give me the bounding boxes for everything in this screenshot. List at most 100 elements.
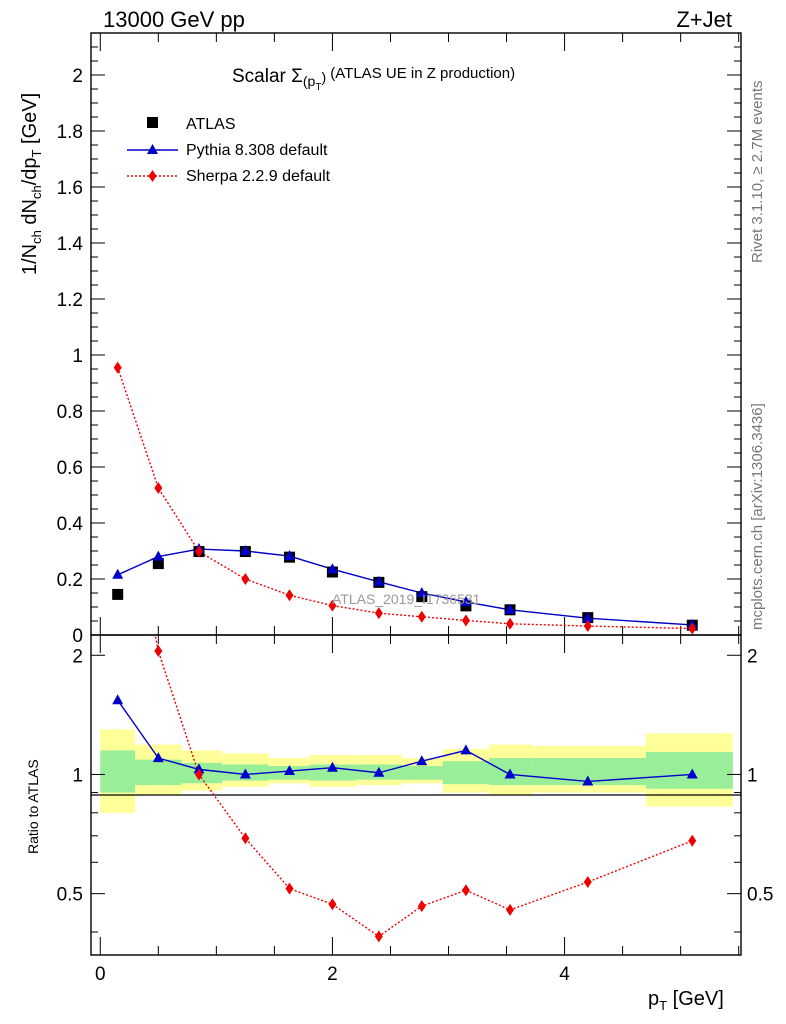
ratio-y-axis-label: Ratio to ATLAS [25,759,41,854]
data-point-sherpa [154,482,163,494]
x-tick-label: 2 [327,964,338,985]
ratio-point-sherpa [506,903,515,916]
main-y-tick-label: 0.2 [57,570,83,591]
ratio-y-tick-label-right: 2 [747,646,758,667]
x-axis-label-main: p [648,988,659,1010]
legend-marker-pythia [147,144,158,154]
ratio-point-sherpa [114,447,122,459]
ratio-bands [100,729,733,813]
data-point-pythia [112,568,124,579]
ratio-frame [90,634,742,956]
data-point-pythia [460,595,472,606]
header-process-label: Z+Jet [676,7,732,32]
ratio-point-pythia [373,766,385,777]
chart-title-suffix: (ATLAS UE in Z production) [326,65,515,82]
x-axis-label-unit: [GeV] [667,988,724,1010]
data-point-sherpa [688,622,697,635]
ratio-point-sherpa [328,898,337,911]
legend-marker-sherpa [148,170,157,182]
ratio-series [112,447,698,943]
ratio-y-tick-label-left: 0.5 [57,885,83,906]
ratio-point-pythia [582,775,594,786]
data-point-sherpa [461,614,470,627]
ratio-point-sherpa [194,768,203,781]
data-point-pythia [373,575,385,586]
ratio-line-sherpa [154,635,693,938]
x-axis-label: pT [GeV] [648,988,724,1013]
main-panel: 0 0.2 0.4 0.6 0.8 1 1.2 1.4 1.6 1.8 2 ATLAS_2019_I… [19,32,742,647]
ratio-point-pythia [504,768,516,779]
ratio-y-tick-label-right: 1 [747,765,758,786]
ratio-ticks: 0.5 0.5 1 1 2 2 0 2 4 [57,635,773,985]
ratio-point-pythia [239,768,251,779]
data-point-sherpa [285,589,294,602]
main-y-tick-label: 0.4 [57,514,84,535]
ratio-point-pythia [416,755,428,766]
data-point-pythia [239,545,251,555]
data-point-sherpa [113,361,122,374]
main-y-tick-label: 1.8 [57,122,83,143]
legend-label-sherpa: Sherpa 2.2.9 default [186,168,331,185]
data-point-sherpa [583,620,592,633]
ratio-point-sherpa [688,834,697,847]
ratio-point-sherpa [417,900,426,913]
series-line-sherpa [117,367,693,630]
ratio-point-pythia [326,761,338,772]
side-label-rivet: Rivet 3.1.10, ≥ 2.7M events [749,81,766,264]
x-axis-label-sub: T [659,998,667,1013]
main-y-tick-label: 0 [72,626,83,647]
main-y-tick-label: 1.2 [57,290,83,311]
legend-label-atlas: ATLAS [186,116,236,133]
ratio-point-pythia [193,763,205,774]
main-y-tick-label: 1.6 [57,178,83,199]
data-point-sherpa [417,610,426,623]
ratio-line-pythia [117,699,693,783]
main-y-tick-label: 0.6 [57,458,83,479]
x-tick-label: 0 [95,964,106,985]
data-point-sherpa [328,599,337,612]
ratio-point-pythia [112,694,124,705]
uncertainty-band-green [402,766,443,780]
ratio-panel: 0.5 0.51 12 20 2 4 Ratio to ATLAS pT [GeV] [25,447,773,1013]
ratio-point-sherpa [154,645,163,658]
legend: ATLAS Pythia 8.308 default Sherpa 2.2.9 … [127,116,331,185]
data-point-pythia [582,612,594,623]
series-line-pythia [117,548,693,626]
ratio-point-pythia [283,765,295,776]
legend-label-pythia: Pythia 8.308 default [186,142,328,159]
ratio-point-sherpa [461,884,470,897]
chart-title-close: ) [321,69,326,85]
ratio-point-sherpa [285,882,294,895]
ratio-point-sherpa [583,876,592,889]
chart-title-sub: (p [303,73,316,89]
legend-marker-atlas [147,117,158,128]
data-point-pythia [283,550,295,561]
data-point-atlas [112,588,124,600]
main-y-axis-label: 1/Nch dNch/dpT [GeV] [19,93,44,275]
chart-title-subsub: T [315,82,321,93]
main-y-tick-label: 2 [72,66,83,87]
ratio-point-pythia [460,744,472,755]
header-energy-label: 13000 GeV pp [103,7,245,32]
data-point-pythia [326,563,338,574]
x-tick-label: 4 [559,964,570,985]
data-point-sherpa [241,573,250,585]
side-label-mcplots: mcplots.cern.ch [arXiv:1306.3436] [749,403,766,630]
ratio-point-pythia [686,768,698,779]
chart-title: Scalar Σ(pT) (ATLAS UE in Z production) [232,65,515,93]
data-point-pythia [152,550,164,561]
main-series [112,361,698,635]
data-point-sherpa [194,545,203,558]
data-point-pythia [504,603,516,614]
uncertainty-band-green [442,761,490,785]
data-point-atlas [152,558,164,570]
ratio-y-tick-label-right: 0.5 [747,885,773,906]
ratio-point-sherpa [241,832,250,845]
watermark: ATLAS_2019_I1736531 [332,591,481,607]
main-y-tick-label: 0.8 [57,402,83,423]
uncertainty-band-green [100,750,136,793]
data-point-sherpa [374,607,383,620]
ratio-point-pythia [152,752,164,763]
ratio-y-tick-label-left: 1 [72,765,83,786]
